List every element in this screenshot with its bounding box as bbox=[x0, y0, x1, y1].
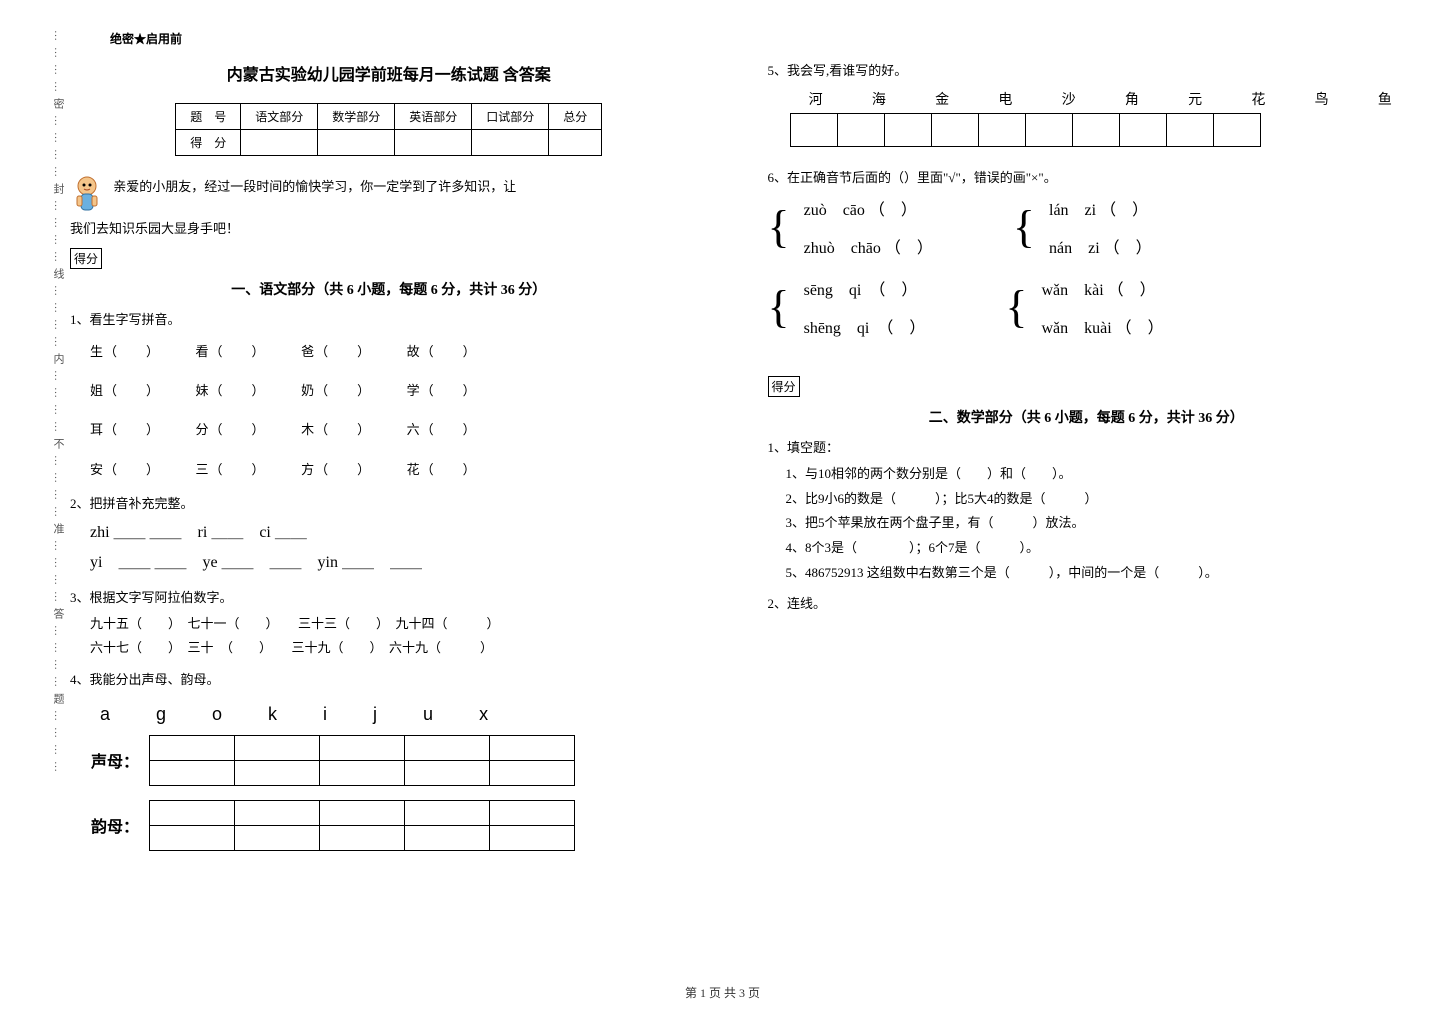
q6-g2-1: shēng qi （ ） bbox=[804, 314, 926, 338]
m1-i1: 2、比9小6的数是（ ）；比5大4的数是（ ） bbox=[786, 487, 1406, 512]
q6-g0-0: zuò cāo （ ） bbox=[804, 196, 933, 220]
q1-r2: 耳（ ） 分（ ） 木（ ） 六（ ） bbox=[90, 414, 708, 445]
q3-l1: 六十七（ ） 三十 （ ） 三十九（ ） 六十九（ ） bbox=[90, 636, 708, 661]
q6-g3-1: wǎn kuài （ ） bbox=[1041, 314, 1163, 338]
q4-letters: agokijux bbox=[100, 704, 708, 725]
cell[interactable] bbox=[472, 130, 549, 156]
score-box-2: 得分 bbox=[768, 376, 800, 397]
score-table: 题 号 语文部分 数学部分 英语部分 口试部分 总分 得 分 bbox=[175, 103, 602, 156]
brace-group: { lán zi （ ） nán zi （ ） bbox=[1013, 196, 1152, 258]
q3-lines: 九十五（ ） 七十一（ ） 三十三（ ） 九十四（ ） 六十七（ ） 三十 （ … bbox=[90, 612, 708, 661]
q2-label: 2、把拼音补充完整。 bbox=[70, 493, 708, 512]
q5-chars: 河海金电沙角元花鸟鱼 bbox=[796, 89, 1406, 109]
th-3: 英语部分 bbox=[395, 104, 472, 130]
m1-i4: 5、486752913 这组数中右数第三个是（ ），中间的一个是（ ）。 bbox=[786, 561, 1406, 586]
q2-l0: zhi ＿＿ ＿＿ ri ＿＿ ci ＿＿ bbox=[90, 518, 708, 548]
q6-g2-0: sēng qi （ ） bbox=[804, 276, 926, 300]
cell[interactable] bbox=[395, 130, 472, 156]
shengmu-table: 声母： bbox=[90, 735, 575, 786]
th-2: 数学部分 bbox=[318, 104, 395, 130]
exam-title: 内蒙古实验幼儿园学前班每月一练试题 含答案 bbox=[70, 61, 708, 85]
cell[interactable] bbox=[549, 130, 602, 156]
th-4: 口试部分 bbox=[472, 104, 549, 130]
m1-i0: 1、与10相邻的两个数分别是（ ）和（ ）。 bbox=[786, 462, 1406, 487]
intro-line2: 我们去知识乐园大显身手吧！ bbox=[70, 221, 239, 236]
brace-icon: { bbox=[768, 206, 790, 247]
binding-margin: …………密…………封…………线…………内…………不…………准…………答…………题… bbox=[50, 30, 66, 930]
yunmu-table: 韵母： bbox=[90, 800, 575, 851]
cell[interactable] bbox=[241, 130, 318, 156]
brace-group: { wǎn kài （ ） wǎn kuài （ ） bbox=[1005, 276, 1163, 338]
q1-r3: 安（ ） 三（ ） 方（ ） 花（ ） bbox=[90, 454, 708, 485]
q1-r1: 姐（ ） 妹（ ） 奶（ ） 学（ ） bbox=[90, 375, 708, 406]
page-content: 绝密★启用前 内蒙古实验幼儿园学前班每月一练试题 含答案 题 号 语文部分 数学… bbox=[0, 0, 1445, 871]
q6-g0-1: zhuò chāo （ ） bbox=[804, 234, 933, 258]
q6-g1-1: nán zi （ ） bbox=[1049, 234, 1152, 258]
q3-label: 3、根据文字写阿拉伯数字。 bbox=[70, 587, 708, 606]
m1-i2: 3、把5个苹果放在两个盘子里，有（ ）放法。 bbox=[786, 511, 1406, 536]
q2-l1: yi ＿＿ ＿＿ ye ＿＿ ＿＿ yin ＿＿ ＿＿ bbox=[90, 548, 708, 578]
brace-group: { sēng qi （ ） shēng qi （ ） bbox=[768, 276, 926, 338]
left-column: 绝密★启用前 内蒙古实验幼儿园学前班每月一练试题 含答案 题 号 语文部分 数学… bbox=[70, 30, 708, 851]
q2-lines: zhi ＿＿ ＿＿ ri ＿＿ ci ＿＿ yi ＿＿ ＿＿ ye ＿＿ ＿＿ … bbox=[90, 518, 708, 579]
yunmu-label: 韵母： bbox=[90, 800, 150, 850]
brace-group: { zuò cāo （ ） zhuò chāo （ ） bbox=[768, 196, 933, 258]
section1-heading: 一、语文部分（共 6 小题，每题 6 分，共计 36 分） bbox=[70, 279, 708, 299]
q6-label: 6、在正确音节后面的（）里面"√"，错误的画"×"。 bbox=[768, 167, 1406, 186]
brace-icon: { bbox=[1013, 206, 1035, 247]
m1-label: 1、填空题： bbox=[768, 437, 1406, 456]
th-5: 总分 bbox=[549, 104, 602, 130]
th-0: 题 号 bbox=[176, 104, 241, 130]
row-label: 得 分 bbox=[176, 130, 241, 156]
brace-icon: { bbox=[768, 286, 790, 327]
score-box: 得分 bbox=[70, 248, 102, 269]
m2-label: 2、连线。 bbox=[768, 593, 1406, 612]
intro-text: 亲爱的小朋友，经过一段时间的愉快学习，你一定学到了许多知识，让 我们去知识乐园大… bbox=[70, 174, 708, 242]
cell[interactable] bbox=[318, 130, 395, 156]
brace-icon: { bbox=[1005, 286, 1027, 327]
q3-l0: 九十五（ ） 七十一（ ） 三十三（ ） 九十四（ ） bbox=[90, 612, 708, 637]
q1-label: 1、看生字写拼音。 bbox=[70, 309, 708, 328]
th-1: 语文部分 bbox=[241, 104, 318, 130]
q1-grid: 生（ ） 看（ ） 爸（ ） 故（ ） 姐（ ） 妹（ ） 奶（ ） 学（ ） … bbox=[90, 336, 708, 485]
secret-label: 绝密★启用前 bbox=[110, 30, 708, 47]
page-footer: 第 1 页 共 3 页 bbox=[0, 984, 1445, 1001]
q1-r0: 生（ ） 看（ ） 爸（ ） 故（ ） bbox=[90, 336, 708, 367]
q5-label: 5、我会写,看谁写的好。 bbox=[768, 60, 1406, 79]
mascot-icon bbox=[70, 174, 104, 216]
q4-label: 4、我能分出声母、韵母。 bbox=[70, 669, 708, 688]
q6-row2: { sēng qi （ ） shēng qi （ ） { wǎn kài （ ）… bbox=[768, 276, 1406, 338]
m1-i3: 4、8个3是（ ）；6个7是（ ）。 bbox=[786, 536, 1406, 561]
m1-items: 1、与10相邻的两个数分别是（ ）和（ ）。 2、比9小6的数是（ ）；比5大4… bbox=[786, 462, 1406, 585]
write-table bbox=[790, 113, 1261, 147]
intro-line1: 亲爱的小朋友，经过一段时间的愉快学习，你一定学到了许多知识，让 bbox=[113, 179, 516, 194]
right-column: 5、我会写,看谁写的好。 河海金电沙角元花鸟鱼 6、在正确音节后面的（）里面"√… bbox=[768, 30, 1406, 851]
q6-row1: { zuò cāo （ ） zhuò chāo （ ） { lán zi （ ）… bbox=[768, 196, 1406, 258]
shengmu-label: 声母： bbox=[90, 735, 150, 785]
q6-g1-0: lán zi （ ） bbox=[1049, 196, 1152, 220]
q6-g3-0: wǎn kài （ ） bbox=[1041, 276, 1163, 300]
section2-heading: 二、数学部分（共 6 小题，每题 6 分，共计 36 分） bbox=[768, 407, 1406, 427]
